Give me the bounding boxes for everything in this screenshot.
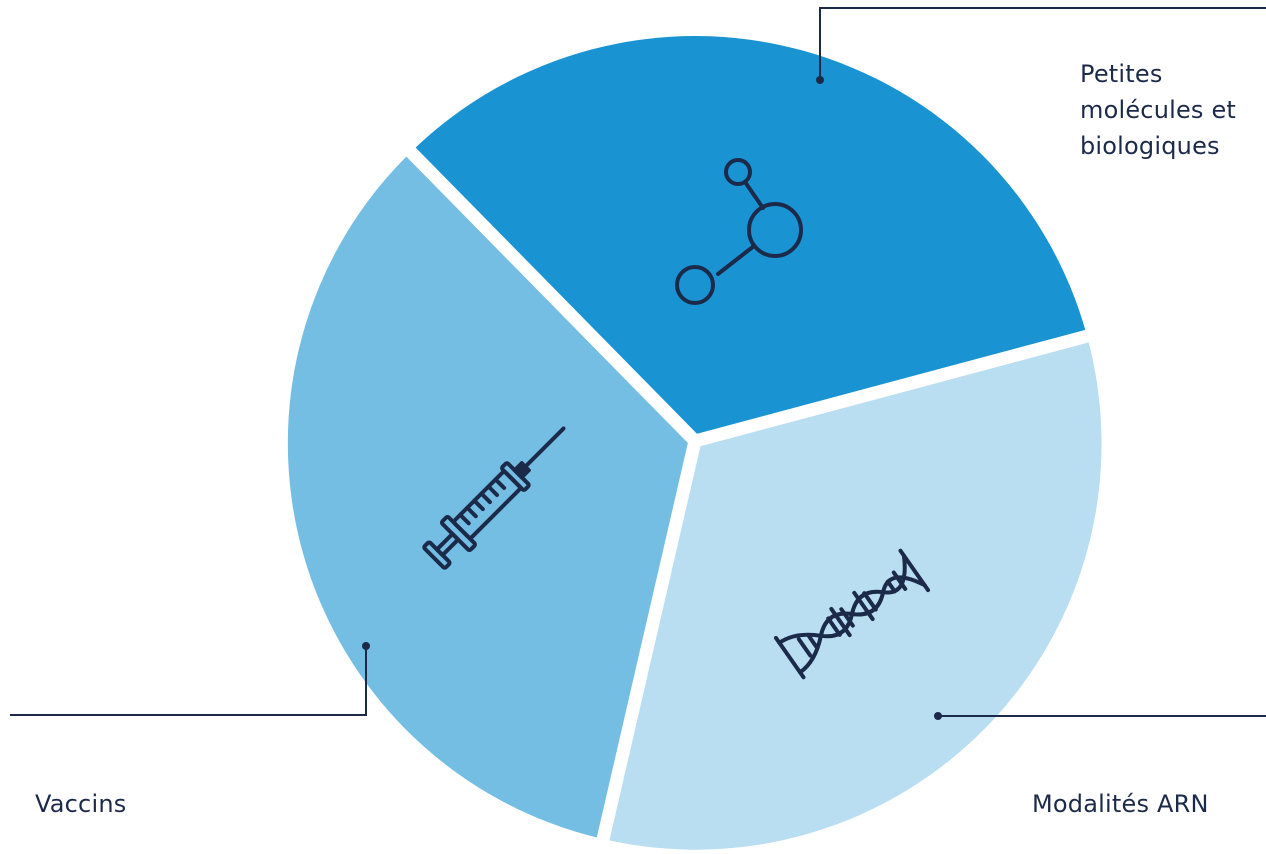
label-molecules-line-1: Petites [1080,60,1163,88]
dna-icon [773,548,931,680]
leader-line-vaccins [10,642,370,716]
syringe-icon [422,426,566,570]
leader-line-molecules [816,7,1266,84]
label-molecules-line-3: biologiques [1080,132,1220,160]
segment-dividers [400,141,1097,850]
label-vaccins: Vaccins [35,786,126,822]
label-arn-line-1: Modalités ARN [1032,790,1209,818]
label-molecules-line-2: molécules et [1080,96,1237,124]
segment-vaccins [287,152,695,839]
label-vaccins-line-1: Vaccins [35,790,127,818]
leader-line-arn [934,712,1266,720]
label-molecules: Petites molécules et biologiques [1080,56,1236,164]
label-arn: Modalités ARN [1032,786,1209,822]
molecule-icon [675,158,803,305]
segment-arn [603,336,1102,850]
